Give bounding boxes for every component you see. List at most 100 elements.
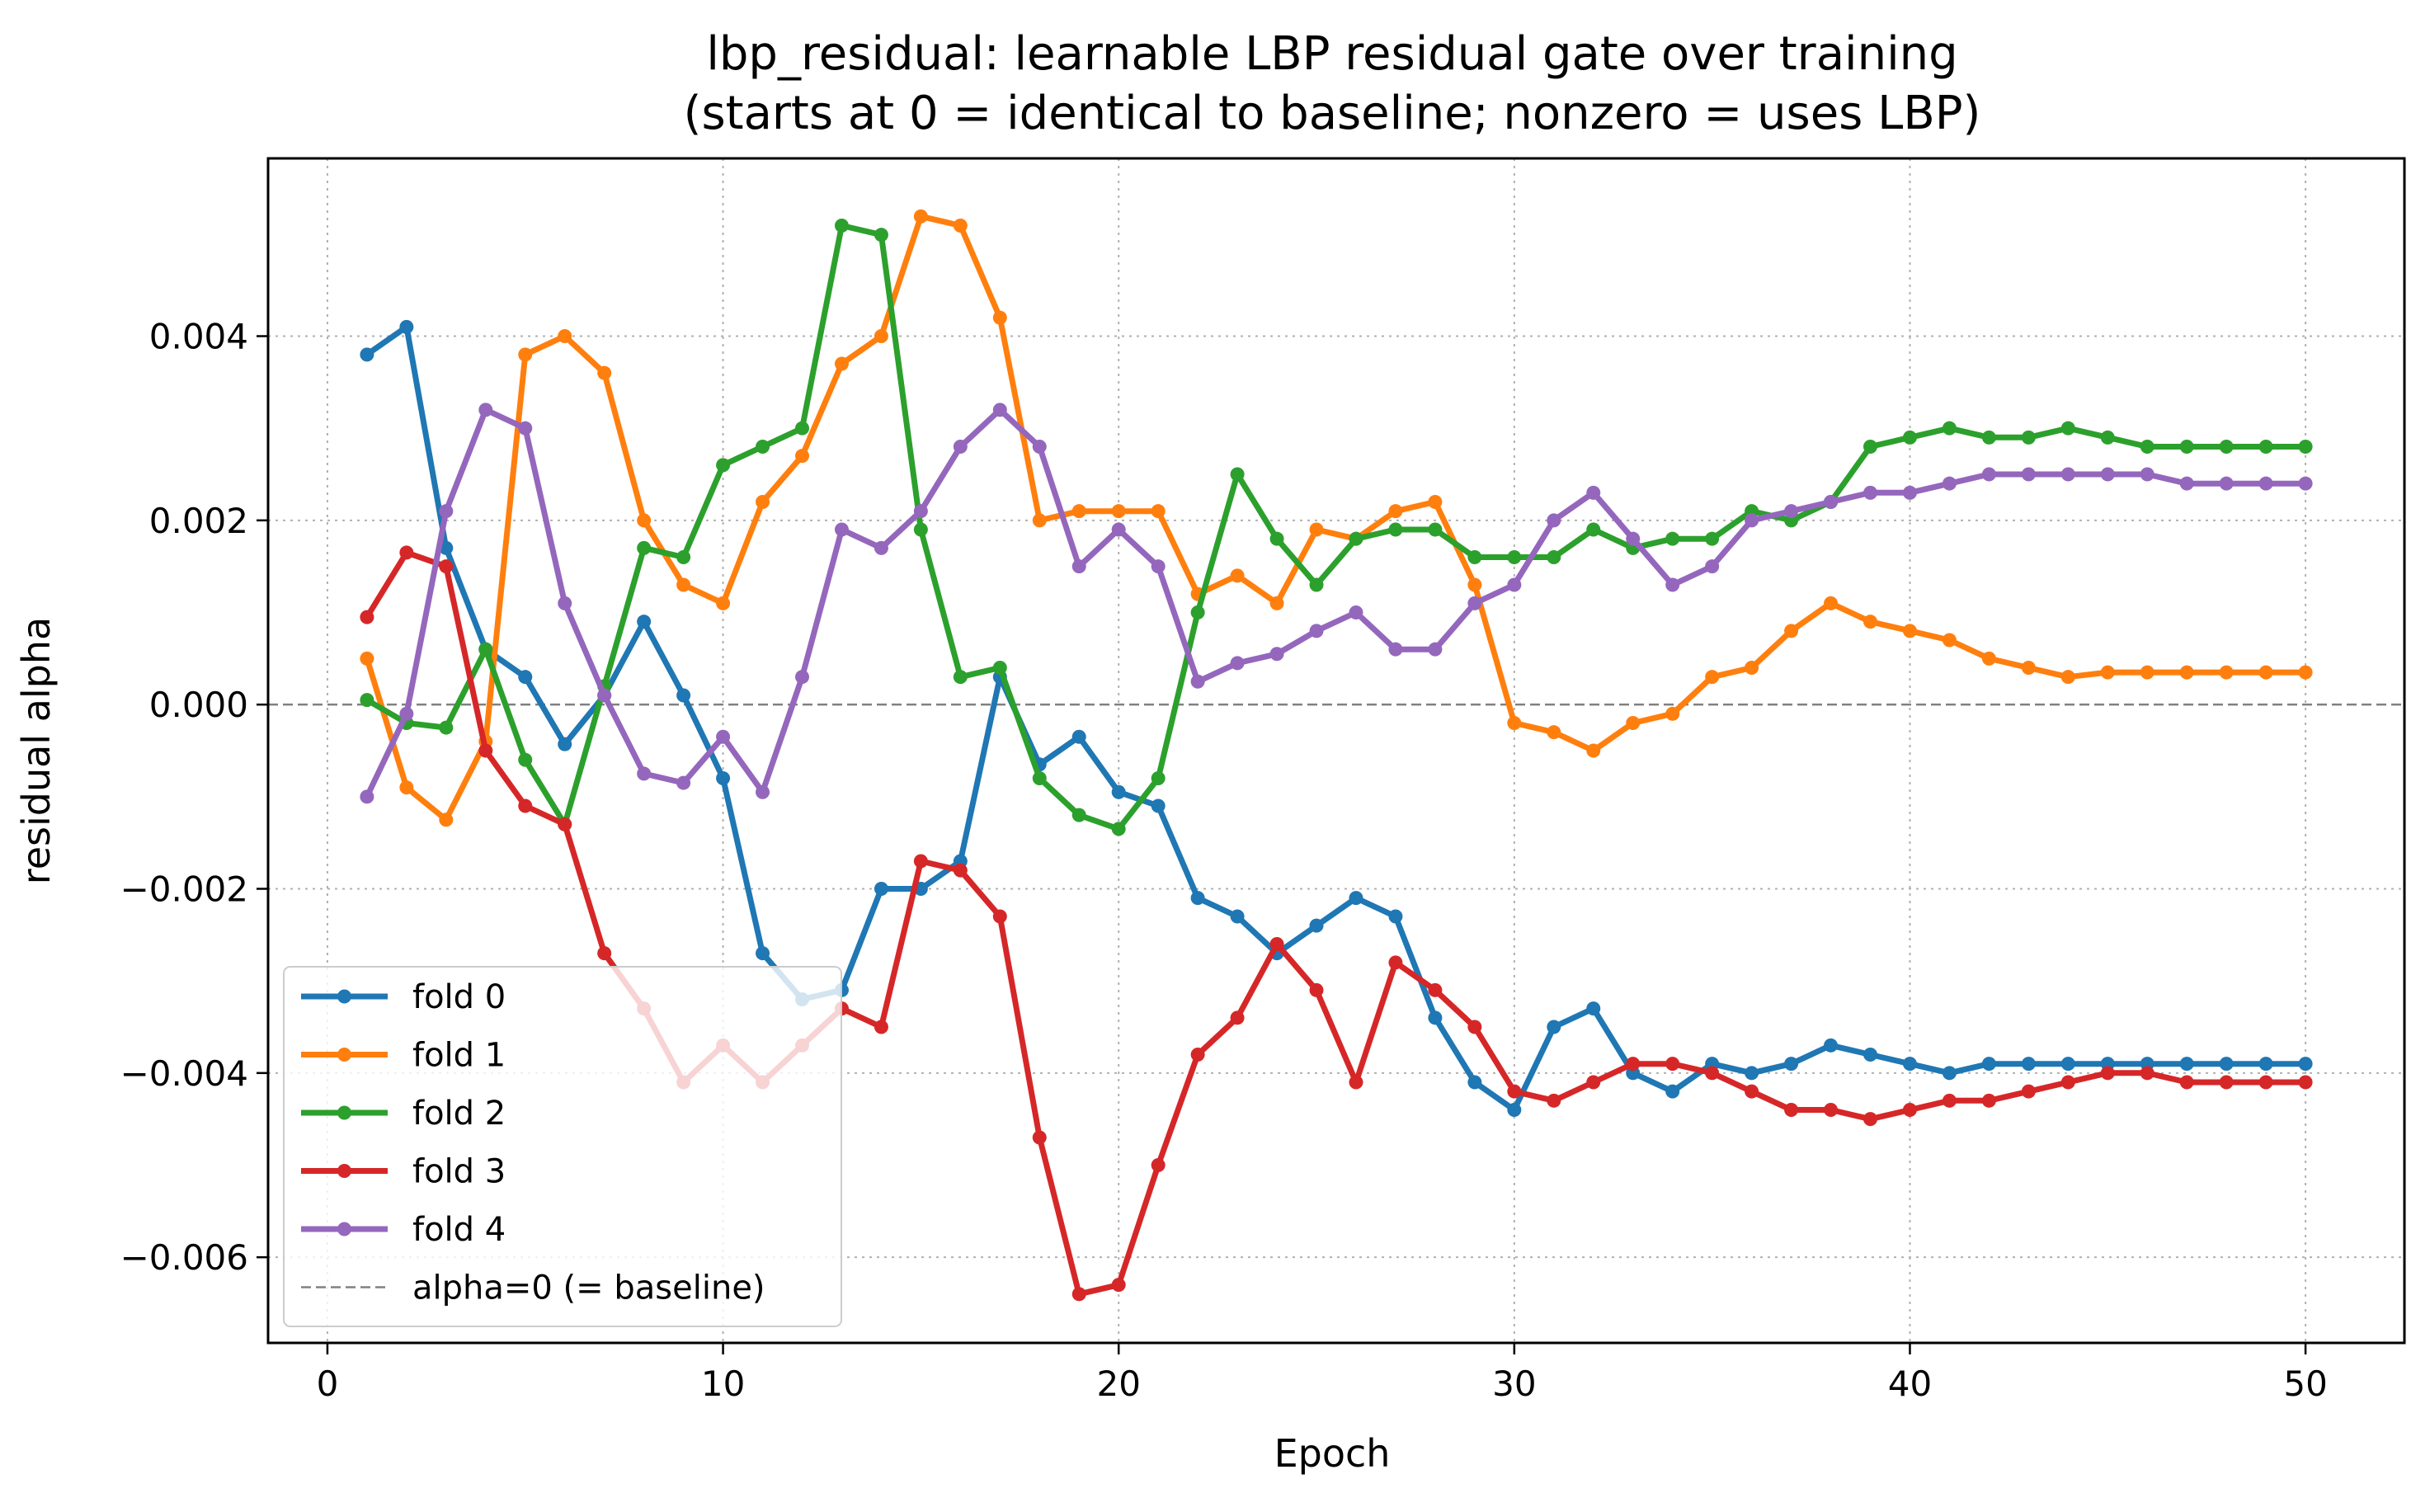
data-point bbox=[1151, 504, 1166, 519]
data-point bbox=[558, 596, 572, 610]
data-point bbox=[1981, 1057, 1996, 1072]
data-point bbox=[1309, 577, 1324, 592]
data-point bbox=[716, 596, 731, 610]
data-point bbox=[360, 347, 374, 362]
data-point bbox=[913, 209, 928, 224]
data-point bbox=[518, 798, 533, 813]
data-point bbox=[1626, 716, 1641, 731]
data-point bbox=[2219, 1057, 2234, 1072]
data-point bbox=[2298, 440, 2313, 455]
data-point bbox=[518, 421, 533, 436]
data-point bbox=[676, 775, 691, 790]
data-point bbox=[1269, 936, 1284, 951]
data-point bbox=[1349, 1075, 1363, 1090]
y-tick-label: 0.002 bbox=[149, 501, 248, 541]
data-point bbox=[1507, 1084, 1522, 1099]
data-point bbox=[1349, 891, 1363, 906]
data-point bbox=[1784, 1102, 1799, 1117]
series-fold-4 bbox=[360, 403, 2313, 804]
data-point bbox=[1388, 522, 1403, 537]
data-point bbox=[1745, 513, 1759, 528]
data-point bbox=[1586, 743, 1601, 758]
data-point bbox=[1824, 495, 1839, 510]
y-tick-label: −0.006 bbox=[120, 1237, 248, 1278]
data-point bbox=[1032, 1130, 1047, 1145]
data-point bbox=[1942, 476, 1957, 491]
data-point bbox=[1863, 485, 1877, 500]
data-point bbox=[2298, 476, 2313, 491]
data-point bbox=[1824, 1102, 1839, 1117]
chart-subtitle: (starts at 0 = identical to baseline; no… bbox=[684, 87, 1981, 140]
data-point bbox=[913, 522, 928, 537]
data-point bbox=[1428, 1010, 1443, 1025]
data-point bbox=[1428, 642, 1443, 657]
data-point bbox=[1507, 1102, 1522, 1117]
legend-swatch-marker bbox=[337, 1222, 351, 1236]
data-point bbox=[1547, 725, 1561, 740]
data-point bbox=[1745, 1066, 1759, 1081]
data-point bbox=[558, 817, 572, 831]
legend-swatch-marker bbox=[337, 1164, 351, 1178]
data-point bbox=[399, 780, 414, 795]
data-point bbox=[1388, 955, 1403, 970]
data-point bbox=[1547, 1093, 1561, 1108]
data-point bbox=[518, 347, 533, 362]
data-point bbox=[1863, 1112, 1877, 1127]
data-point bbox=[953, 863, 968, 878]
data-point bbox=[2060, 467, 2075, 482]
data-point bbox=[676, 577, 691, 592]
ticks-layer: 0 10 20 30 40 50 0.004 0.002 0.000 −0.002 −0.004 −0… bbox=[120, 317, 2328, 1404]
data-point bbox=[439, 540, 454, 555]
data-point bbox=[1586, 522, 1601, 537]
data-point bbox=[439, 559, 454, 574]
data-point bbox=[2258, 1057, 2273, 1072]
legend-label: fold 2 bbox=[412, 1095, 506, 1133]
data-point bbox=[913, 854, 928, 869]
data-point bbox=[439, 504, 454, 519]
y-axis-label: residual alpha bbox=[14, 617, 59, 884]
data-point bbox=[1745, 1084, 1759, 1099]
data-point bbox=[597, 365, 612, 380]
data-point bbox=[2179, 476, 2194, 491]
data-point bbox=[1230, 568, 1245, 583]
data-point bbox=[558, 329, 572, 344]
data-point bbox=[2100, 430, 2115, 445]
legend-label: fold 1 bbox=[412, 1037, 506, 1075]
x-tick-label: 40 bbox=[1888, 1364, 1932, 1404]
legend-swatch-marker bbox=[337, 989, 351, 1004]
legend-label: alpha=0 (= baseline) bbox=[412, 1269, 765, 1307]
legend-item: fold 4 bbox=[301, 1211, 506, 1249]
data-point bbox=[676, 688, 691, 703]
data-point bbox=[992, 310, 1007, 325]
data-point bbox=[1111, 504, 1126, 519]
data-point bbox=[1665, 1084, 1680, 1099]
data-point bbox=[2140, 467, 2155, 482]
y-tick-label: 0.004 bbox=[149, 317, 248, 357]
data-point bbox=[1942, 1093, 1957, 1108]
data-point bbox=[1467, 577, 1482, 592]
data-point bbox=[2100, 467, 2115, 482]
data-point bbox=[360, 693, 374, 708]
data-point bbox=[2219, 665, 2234, 680]
y-tick-label: 0.000 bbox=[149, 685, 248, 725]
data-point bbox=[1190, 674, 1205, 689]
series-fold-1 bbox=[360, 209, 2313, 827]
data-point bbox=[597, 946, 612, 961]
data-point bbox=[1507, 550, 1522, 565]
data-point bbox=[953, 670, 968, 685]
data-point bbox=[1269, 596, 1284, 610]
data-point bbox=[1784, 624, 1799, 638]
data-point bbox=[1309, 522, 1324, 537]
data-point bbox=[1151, 559, 1166, 574]
data-point bbox=[1863, 615, 1877, 629]
data-point bbox=[1586, 485, 1601, 500]
data-point bbox=[1349, 531, 1363, 546]
data-point bbox=[399, 319, 414, 334]
data-point bbox=[1428, 495, 1443, 510]
data-point bbox=[1230, 909, 1245, 924]
legend-swatch-marker bbox=[337, 1048, 351, 1062]
data-point bbox=[1824, 1038, 1839, 1053]
data-point bbox=[1190, 605, 1205, 620]
data-point bbox=[756, 784, 770, 799]
x-axis-label: Epoch bbox=[1274, 1431, 1391, 1476]
